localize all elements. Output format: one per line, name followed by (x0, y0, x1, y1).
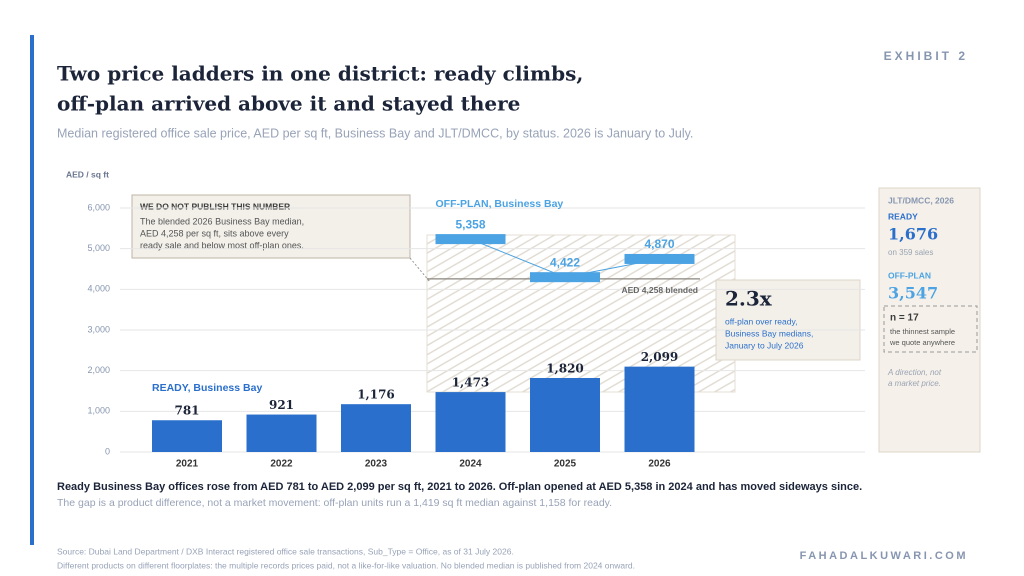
callout-text: The blended 2026 Business Bay median, (140, 216, 304, 226)
sample-box (883, 305, 978, 353)
value-label: 1,473 (452, 376, 490, 390)
marker (435, 234, 506, 245)
reference-label: AED 4,258 blended (621, 285, 698, 295)
callout-heading: WE DO NOT PUBLISH THIS NUMBER (140, 201, 290, 211)
x-tick-label: 2022 (270, 459, 293, 470)
x-tick-label: 2025 (554, 459, 577, 470)
y-axis-label: AED / sq ft (66, 169, 109, 179)
source: Source: Dubai Land Department / DXB Inte… (57, 546, 514, 556)
panel-value: 1,676 (888, 225, 938, 244)
value-label: 4,870 (644, 237, 674, 251)
ratio-text: off-plan over ready, (725, 316, 797, 326)
takeaway: Ready Business Bay offices rose from AED… (57, 481, 862, 493)
y-tick-label: 3,000 (87, 324, 110, 334)
y-tick-label: 6,000 (87, 202, 110, 212)
ratio-text: January to July 2026 (725, 340, 804, 350)
value-label: 2,099 (641, 350, 679, 364)
bar (152, 420, 222, 452)
value-label: 4,422 (550, 255, 580, 269)
subtitle: Median registered office sale price, AED… (57, 126, 693, 140)
y-tick-label: 4,000 (87, 284, 110, 294)
y-tick-label: 2,000 (87, 365, 110, 375)
x-tick-label: 2023 (365, 459, 388, 470)
note: The gap is a product difference, not a m… (57, 497, 612, 509)
panel-label: READY (888, 211, 918, 221)
ratio-box (715, 279, 861, 361)
accent-bar (30, 35, 34, 545)
brand: FAHADALKUWARI.COM (800, 550, 968, 562)
title: off-plan arrived above it and stayed the… (57, 92, 520, 116)
exhibit: EXHIBIT 2 (884, 49, 968, 63)
value-label: 921 (269, 398, 294, 412)
value-label: 1,176 (357, 388, 395, 402)
callout-text: ready sale and below most off-plan ones. (140, 240, 304, 250)
marker (624, 253, 695, 264)
value-label: 5,358 (455, 217, 485, 231)
sample: n = 17 (890, 313, 919, 324)
bar (530, 377, 600, 452)
caveat: a market price. (888, 379, 941, 388)
bar (341, 404, 411, 452)
panel-note: on 359 sales (888, 248, 933, 257)
bar (624, 366, 695, 452)
x-tick-label: 2021 (176, 459, 199, 470)
marker (530, 272, 600, 283)
plot: 0 1,000 2,000 3,000 4,000 5,000 6,000 2021 2022 2… (87, 198, 865, 470)
caveat: A direction, not (887, 368, 942, 377)
source: Different products on different floorpla… (57, 560, 635, 570)
panel-label: OFF-PLAN (888, 270, 931, 280)
callout-box (131, 194, 411, 259)
x-tick-label: 2026 (648, 459, 671, 470)
sample-text: the thinnest sample (890, 327, 955, 336)
side-panel (878, 187, 981, 453)
series-label: OFF-PLAN, Business Bay (436, 198, 564, 210)
value-label: 781 (174, 404, 199, 418)
panel-title: JLT/DMCC, 2026 (888, 195, 954, 205)
sample-text: we quote anywhere (889, 338, 955, 347)
panel-value: 3,547 (888, 284, 938, 303)
series-label: READY, Business Bay (152, 382, 262, 394)
ratio-text: Business Bay medians, (725, 328, 813, 338)
y-tick-label: 0 (105, 446, 110, 456)
x-tick-label: 2024 (459, 459, 482, 470)
title: Two price ladders in one district: ready… (57, 62, 583, 86)
y-tick-label: 1,000 (87, 406, 110, 416)
value-label: 1,820 (546, 361, 584, 375)
bar (246, 414, 317, 452)
y-tick-label: 5,000 (87, 243, 110, 253)
callout-text: AED 4,258 per sq ft, sits above every (140, 228, 289, 238)
callout-leader (409, 257, 431, 283)
bar (435, 392, 506, 452)
ratio-value: 2.3x (725, 287, 773, 311)
